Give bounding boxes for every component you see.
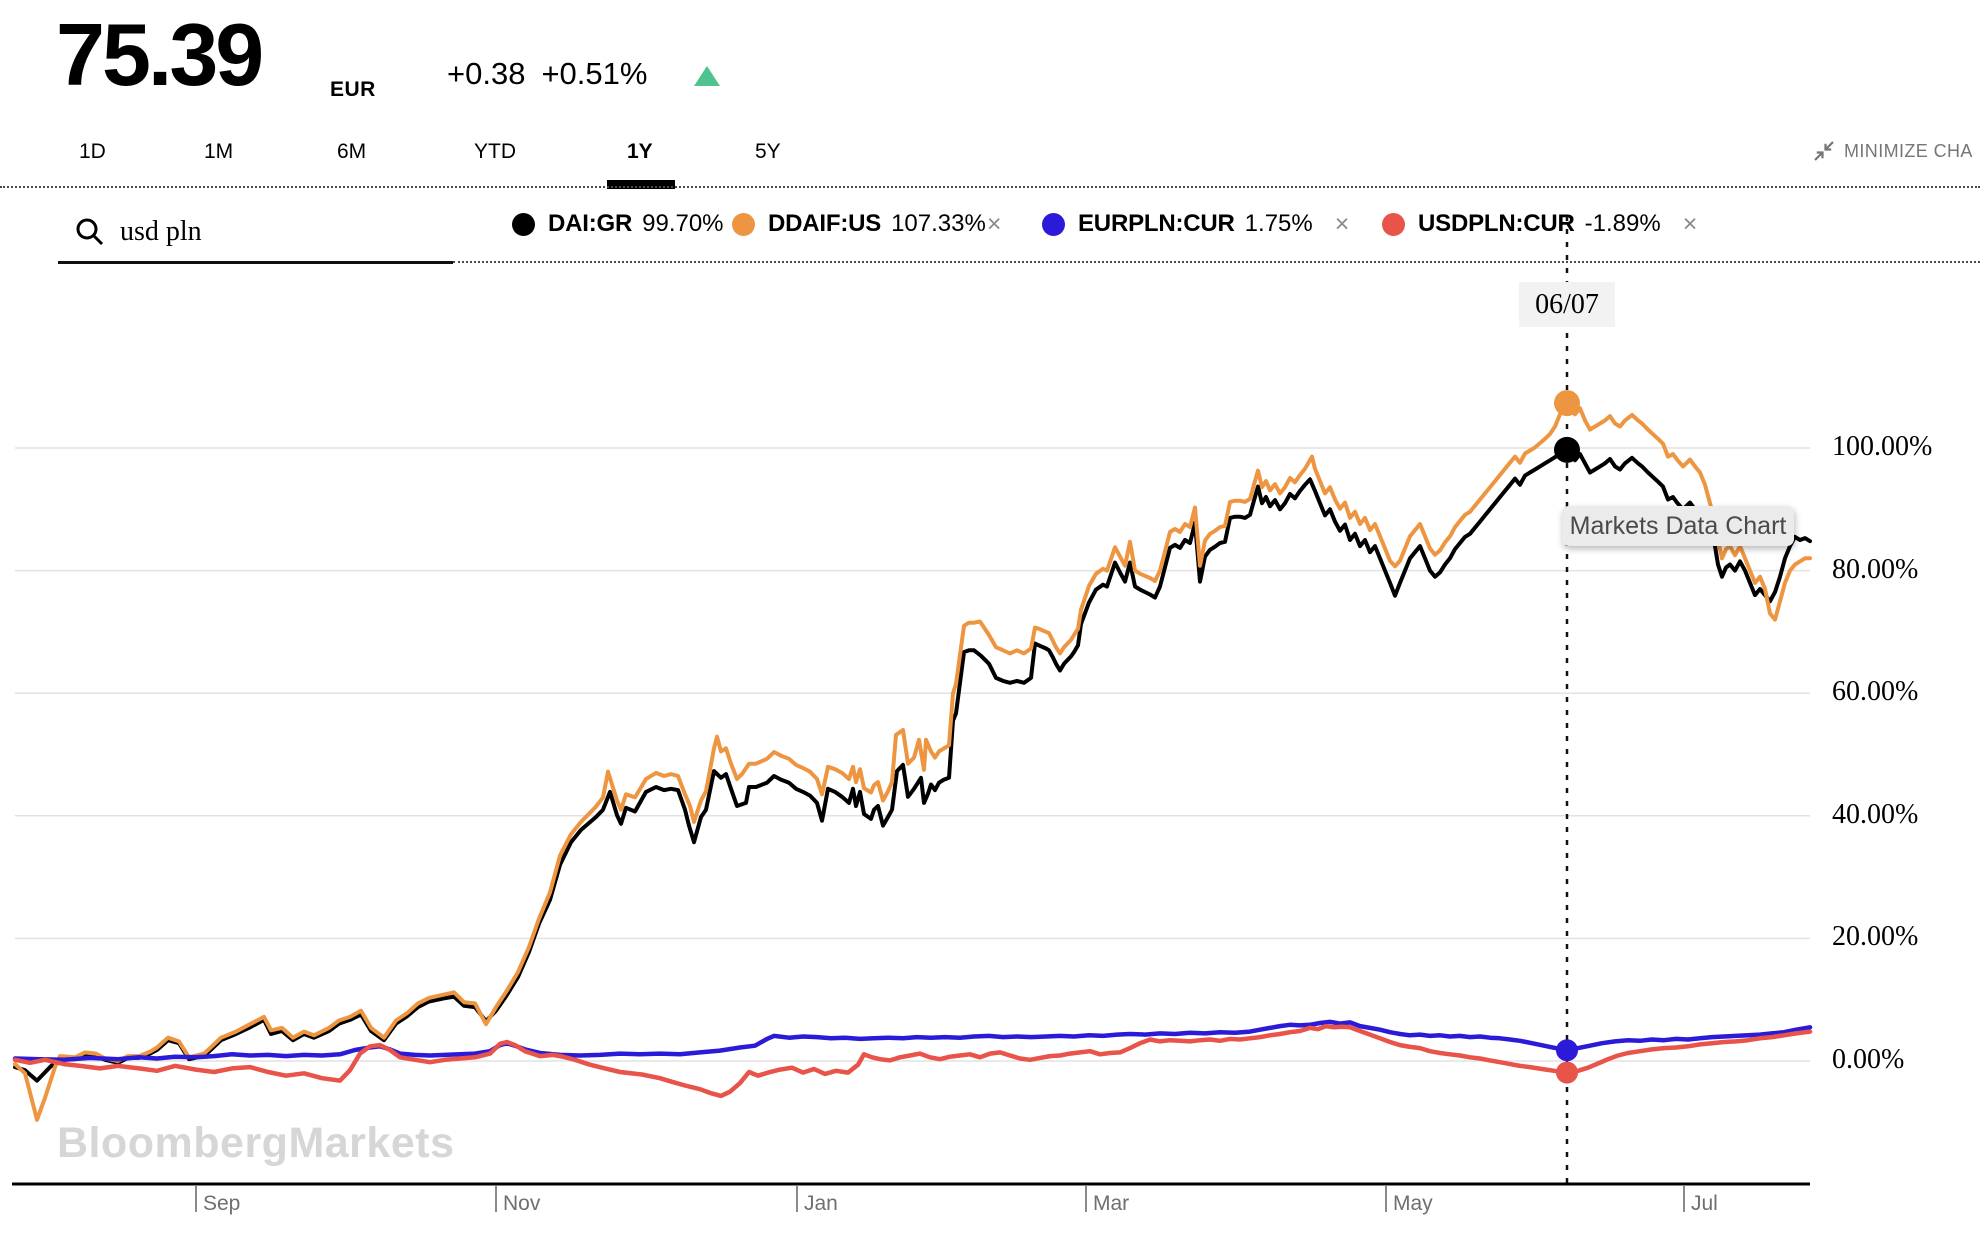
y-axis-label: 80.00%	[1832, 553, 1919, 585]
crosshair-marker-usdpln-cur	[1556, 1061, 1578, 1084]
search-input[interactable]	[120, 216, 420, 248]
legend-item-eurpln-cur: EURPLN:CUR 1.75% ×	[1042, 210, 1349, 238]
price-value: 75.39	[56, 5, 264, 104]
legend-ticker: USDPLN:CUR	[1418, 210, 1575, 237]
legend-item-ddaif-us: DDAIF:US 107.33% ×	[732, 210, 1001, 238]
x-axis-label: Nov	[503, 1192, 541, 1215]
search-icon[interactable]	[74, 216, 106, 248]
tab-6m[interactable]: 6M	[337, 140, 367, 163]
close-icon[interactable]: ×	[986, 209, 1002, 238]
chart-tooltip: Markets Data Chart	[1562, 506, 1794, 546]
legend-value: 107.33%	[891, 210, 986, 237]
x-axis-label: Jul	[1691, 1192, 1718, 1215]
price-change-pct: +0.51%	[541, 56, 648, 91]
price-change-row: +0.38 +0.51%	[447, 56, 647, 92]
legend-item-usdpln-cur: USDPLN:CUR -1.89% ×	[1382, 210, 1697, 238]
tab-1y[interactable]: 1Y	[627, 140, 653, 163]
tab-1m[interactable]: 1M	[204, 140, 234, 163]
y-axis-label: 40.00%	[1832, 798, 1919, 830]
legend-item-dai-gr: DAI:GR 99.70%	[512, 210, 724, 238]
x-axis-label: May	[1393, 1192, 1433, 1215]
search-underline	[58, 261, 453, 264]
series-line-eurpln-cur	[12, 1019, 1813, 1063]
crosshair-marker-ddaif-us	[1554, 390, 1580, 417]
legend-value: -1.89%	[1584, 210, 1661, 237]
y-axis-label: 20.00%	[1832, 921, 1919, 953]
series-color-dot	[1382, 212, 1405, 236]
x-axis-label: Sep	[203, 1192, 241, 1215]
y-axis-label: 0.00%	[1832, 1044, 1905, 1075]
selected-tab-indicator	[607, 180, 675, 189]
series-line-ddaif-us	[13, 401, 1812, 1122]
x-axis-label: Mar	[1093, 1192, 1130, 1215]
minimize-chart-button[interactable]: MINIMIZE CHA	[1812, 139, 1973, 163]
y-axis-label: 60.00%	[1832, 676, 1919, 708]
price-change: +0.38	[447, 56, 526, 91]
legend-value: 1.75%	[1244, 210, 1313, 237]
crosshair-marker-eurpln-cur	[1556, 1039, 1578, 1062]
tab-ytd[interactable]: YTD	[474, 140, 516, 163]
legend-value: 99.70%	[642, 210, 724, 237]
bloomberg-watermark: BloombergMarkets	[57, 1119, 455, 1167]
minimize-chart-label: MINIMIZE CHA	[1844, 140, 1973, 161]
x-axis-label: Jan	[804, 1192, 838, 1215]
close-icon[interactable]: ×	[1682, 209, 1698, 238]
series-color-dot	[732, 212, 755, 236]
legend-ticker: DDAIF:US	[768, 210, 882, 237]
tab-5y[interactable]: 5Y	[755, 140, 781, 163]
close-icon[interactable]: ×	[1334, 209, 1350, 238]
legend-divider	[453, 261, 1980, 263]
series-line-dai-gr	[13, 447, 1812, 1083]
crosshair-date-flag: 06/07	[1519, 282, 1615, 327]
y-axis-label: 100.00%	[1832, 431, 1933, 462]
minimize-icon	[1814, 141, 1834, 161]
crosshair-marker-dai-gr	[1554, 436, 1580, 463]
series-color-dot	[1042, 212, 1065, 236]
legend-ticker: EURPLN:CUR	[1078, 210, 1235, 237]
series-color-dot	[512, 212, 535, 236]
series-line-usdpln-cur	[12, 1023, 1813, 1099]
price-currency: EUR	[330, 78, 376, 101]
tab-1d[interactable]: 1D	[79, 140, 106, 163]
tabs-divider	[0, 186, 1980, 188]
up-triangle-icon	[694, 66, 720, 86]
legend-ticker: DAI:GR	[548, 210, 633, 237]
security-search	[74, 216, 420, 248]
